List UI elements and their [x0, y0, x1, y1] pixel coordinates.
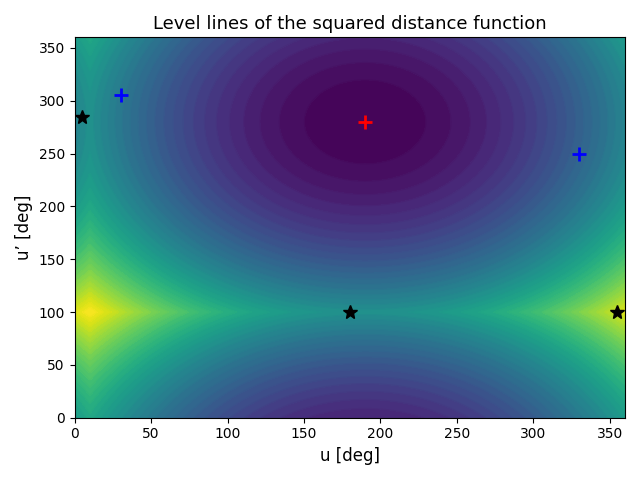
- Y-axis label: u’ [deg]: u’ [deg]: [15, 195, 33, 260]
- X-axis label: u [deg]: u [deg]: [320, 447, 380, 465]
- Title: Level lines of the squared distance function: Level lines of the squared distance func…: [153, 15, 547, 33]
